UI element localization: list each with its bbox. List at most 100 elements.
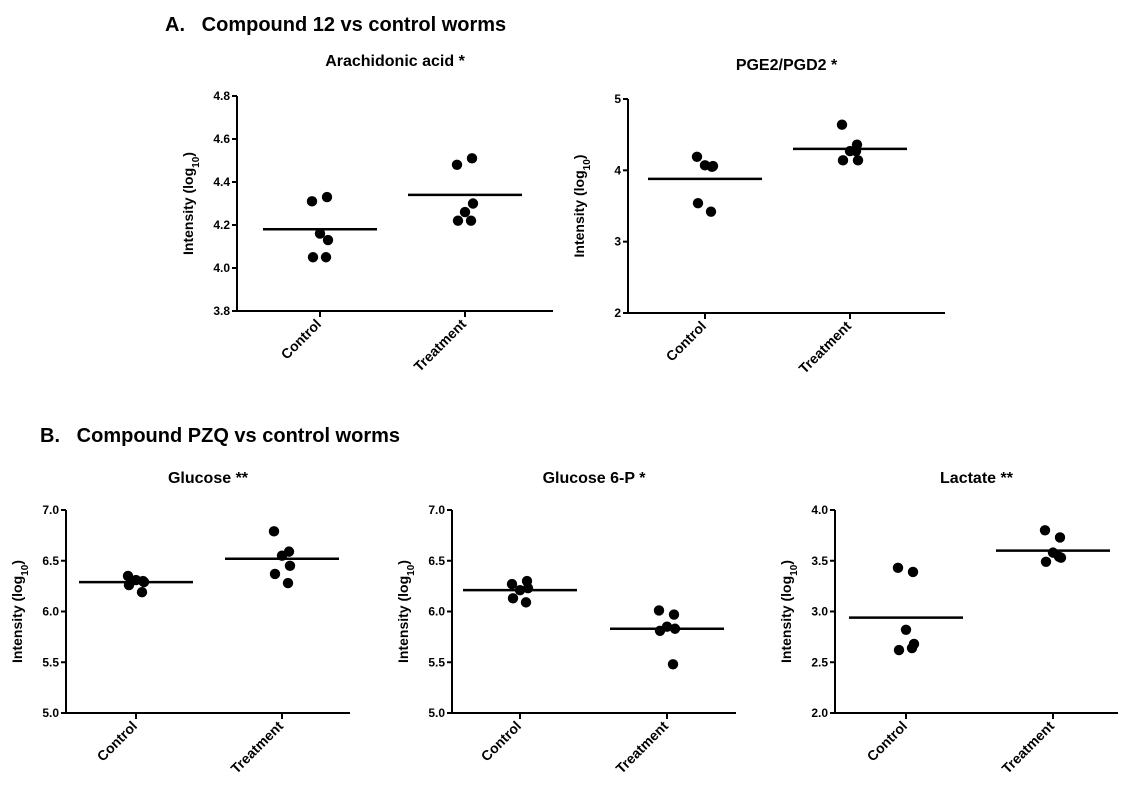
y-tick-label: 6.5 (42, 554, 59, 568)
data-point (892, 562, 904, 574)
x-category-label: Control (864, 718, 911, 765)
y-tick-label: 3.5 (811, 554, 828, 568)
data-point (307, 252, 319, 263)
data-point (906, 642, 918, 654)
data-point (320, 252, 332, 263)
data-point (900, 624, 912, 635)
panel-title: Arachidonic acid * (325, 53, 465, 70)
x-category-label: Treatment (227, 718, 286, 777)
data-point (520, 597, 532, 608)
chart-panel-1: Arachidonic acid * 3.8 4.0 4.2 4.4 4.6 4.8 Inte… (180, 53, 553, 374)
x-category-label: Control (663, 318, 710, 365)
data-point (668, 609, 680, 620)
panel-title: Glucose 6-P * (543, 470, 647, 487)
data-point (506, 578, 518, 590)
data-point (705, 206, 717, 217)
data-point (667, 659, 679, 670)
y-tick-label: 7.0 (428, 503, 445, 517)
data-point (451, 159, 463, 170)
y-tick-label: 6.5 (428, 554, 445, 568)
data-point (1054, 532, 1066, 543)
panel-title: Glucose ** (168, 470, 249, 487)
data-point (465, 215, 477, 226)
y-tick-label: 3.0 (811, 605, 828, 619)
data-point (893, 644, 905, 656)
y-tick-label: 4.2 (213, 218, 230, 232)
data-point (1039, 525, 1051, 536)
data-point (653, 605, 665, 616)
data-point (322, 234, 334, 246)
data-point (122, 570, 134, 582)
y-tick-label: 5 (614, 92, 621, 106)
y-tick-label: 5.0 (42, 706, 59, 720)
data-point (654, 625, 666, 636)
chart-panel-5: Lactate ** 2.0 2.5 3.0 3.5 4.0 Intensity (log1… (778, 470, 1118, 776)
x-category-label: Treatment (795, 318, 854, 377)
y-tick-label: 4.0 (213, 261, 230, 275)
y-tick-label: 5.5 (42, 655, 59, 669)
data-point (907, 566, 919, 578)
data-point (284, 560, 296, 572)
data-point (507, 593, 519, 604)
chart-panel-3: Glucose ** 5.0 5.5 6.0 6.5 7.0 Intensity (log1… (9, 470, 350, 776)
y-axis-label: Intensity (log10) (9, 560, 31, 663)
y-tick-label: 6.0 (42, 605, 59, 619)
data-point (837, 155, 849, 166)
y-tick-label: 6.0 (428, 605, 445, 619)
y-tick-label: 4 (614, 163, 621, 177)
y-tick-label: 3 (614, 235, 621, 249)
panel-title: PGE2/PGD2 * (736, 57, 838, 74)
data-point (707, 160, 719, 172)
section-a-title: A. Compound 12 vs control worms (165, 14, 506, 37)
x-category-label: Control (478, 718, 525, 765)
data-point (699, 160, 711, 171)
data-point (269, 568, 281, 580)
y-axis-label: Intensity (log10) (778, 560, 800, 663)
section-b-letter: B. (40, 425, 60, 447)
y-tick-label: 4.6 (213, 132, 230, 146)
data-point (852, 155, 864, 166)
y-axis-label: Intensity (log10) (395, 560, 417, 663)
section-a-text: Compound 12 vs control worms (201, 14, 507, 36)
y-tick-label: 7.0 (42, 503, 59, 517)
data-point (306, 196, 318, 207)
data-point (522, 582, 534, 594)
data-point (314, 228, 326, 239)
y-tick-label: 4.4 (213, 175, 230, 189)
data-point (459, 206, 471, 218)
data-point (1040, 556, 1052, 567)
y-tick-label: 2 (614, 306, 621, 320)
x-category-label: Control (278, 316, 325, 363)
y-axis-label: Intensity (log10) (571, 155, 593, 258)
data-point (1053, 551, 1065, 562)
chart-panel-2: PGE2/PGD2 * 2 3 4 5 Intensity (log10) Control T… (571, 57, 945, 376)
section-b-title: B. Compound PZQ vs control worms (40, 425, 400, 448)
section-a-letter: A. (165, 14, 185, 36)
y-tick-label: 3.8 (213, 304, 230, 318)
chart-panel-4: Glucose 6-P * 5.0 5.5 6.0 6.5 7.0 Intensity (l… (395, 470, 736, 776)
y-tick-label: 4.8 (213, 89, 230, 103)
data-point (452, 215, 464, 226)
panel-title: Lactate ** (940, 470, 1014, 487)
data-point (466, 153, 478, 164)
x-category-label: Treatment (612, 718, 671, 777)
y-tick-label: 2.0 (811, 706, 828, 720)
x-category-label: Control (94, 718, 141, 765)
x-category-label: Treatment (410, 316, 469, 375)
y-tick-label: 5.5 (428, 655, 445, 669)
x-category-label: Treatment (998, 718, 1057, 777)
section-b-text: Compound PZQ vs control worms (76, 425, 401, 447)
y-tick-label: 2.5 (811, 655, 828, 669)
data-point (321, 191, 333, 203)
data-point (268, 526, 280, 537)
y-tick-label: 5.0 (428, 706, 445, 720)
data-point (136, 587, 148, 598)
y-tick-label: 4.0 (811, 503, 828, 517)
data-point (282, 577, 294, 589)
data-point (836, 119, 848, 130)
y-axis-label: Intensity (log10) (180, 152, 202, 255)
data-point (692, 197, 704, 209)
data-point (467, 198, 479, 209)
data-point (850, 145, 862, 157)
